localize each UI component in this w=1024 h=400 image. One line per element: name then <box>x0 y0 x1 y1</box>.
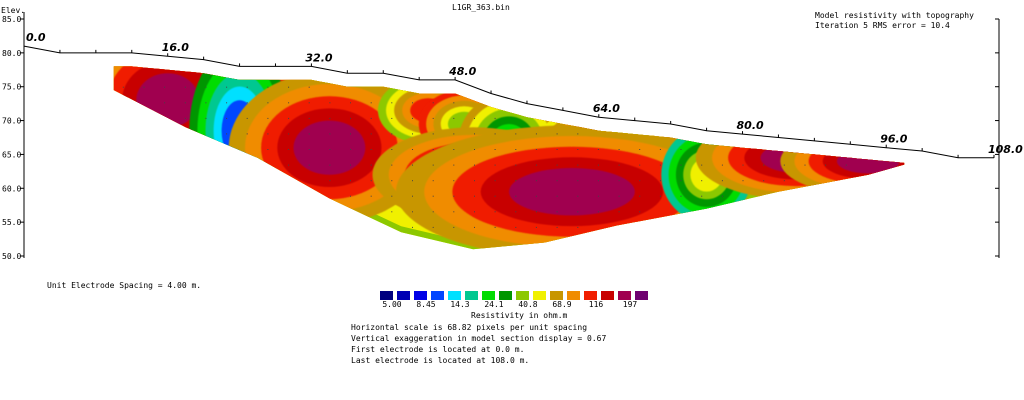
legend-swatch <box>397 291 410 300</box>
legend-swatch <box>465 291 478 300</box>
iteration-rms: Iteration 5 RMS error = 10.4 <box>815 21 950 30</box>
electrode-position-label: 48.0 <box>448 65 476 78</box>
note-last-electrode: Last electrode is located at 108.0 m. <box>351 356 530 365</box>
y-axis-label: Elev. <box>1 6 26 15</box>
electrode-position-label: 96.0 <box>880 133 907 146</box>
model-title: Model resistivity with topography <box>815 11 974 20</box>
legend-tick-label: 5.00 <box>382 300 401 309</box>
note-vertical-exaggeration: Vertical exaggeration in model section d… <box>351 334 607 343</box>
y-tick-label: 85.0 <box>2 15 21 24</box>
legend-swatch <box>618 291 631 300</box>
legend-swatch <box>380 291 393 300</box>
legend-swatch <box>584 291 597 300</box>
legend-title: Resistivity in ohm.m <box>471 311 568 320</box>
legend-tick-label: 197 <box>623 300 638 309</box>
y-tick-label: 75.0 <box>2 83 21 92</box>
legend-swatch <box>516 291 529 300</box>
y-tick-label: 65.0 <box>2 150 21 159</box>
legend-swatch <box>550 291 563 300</box>
electrode-position-label: 64.0 <box>593 102 620 115</box>
legend-tick-label: 68.9 <box>552 300 571 309</box>
electrode-position-label: 32.0 <box>305 51 332 64</box>
unit-electrode-spacing: Unit Electrode Spacing = 4.00 m. <box>47 281 202 290</box>
y-tick-label: 60.0 <box>2 184 21 193</box>
y-tick-label: 55.0 <box>2 218 21 227</box>
legend-swatch <box>414 291 427 300</box>
electrode-position-labels: 0.0 16.0 32.0 48.0 64.0 80.0 96.0 108.0 <box>26 31 1023 156</box>
y-tick-label: 70.0 <box>2 117 21 126</box>
legend-swatch <box>431 291 444 300</box>
topography-profile <box>23 45 994 159</box>
legend-swatch <box>601 291 614 300</box>
legend-tick-label: 8.45 <box>416 300 435 309</box>
legend-swatch <box>635 291 648 300</box>
note-first-electrode: First electrode is located at 0.0 m. <box>351 345 525 354</box>
resistivity-anomaly <box>780 127 905 196</box>
electrode-position-label: 108.0 <box>988 143 1023 156</box>
legend-tick-label: 116 <box>589 300 604 309</box>
electrode-position-label: 80.0 <box>737 119 764 132</box>
legend-tick-label: 40.8 <box>518 300 537 309</box>
legend-tick-label: 14.3 <box>450 300 469 309</box>
legend-tick-label: 24.1 <box>484 300 503 309</box>
axes: 85.0 80.0 75.0 70.0 65.0 60.0 55.0 50.0 <box>2 12 1000 261</box>
legend-swatch <box>448 291 461 300</box>
y-tick-label: 80.0 <box>2 49 21 58</box>
electrode-position-label: 16.0 <box>162 41 189 54</box>
legend-swatch <box>567 291 580 300</box>
legend-swatch <box>533 291 546 300</box>
color-legend: 5.00 8.45 14.3 24.1 40.8 68.9 116 197 <box>380 291 648 309</box>
file-title: L1GR_363.bin <box>452 3 510 12</box>
y-tick-label: 50.0 <box>2 252 21 261</box>
note-horizontal-scale: Horizontal scale is 68.82 pixels per uni… <box>351 323 588 332</box>
topography-line <box>23 43 995 159</box>
legend-swatch <box>482 291 495 300</box>
electrode-position-label: 0.0 <box>26 31 46 44</box>
legend-swatch <box>499 291 512 300</box>
